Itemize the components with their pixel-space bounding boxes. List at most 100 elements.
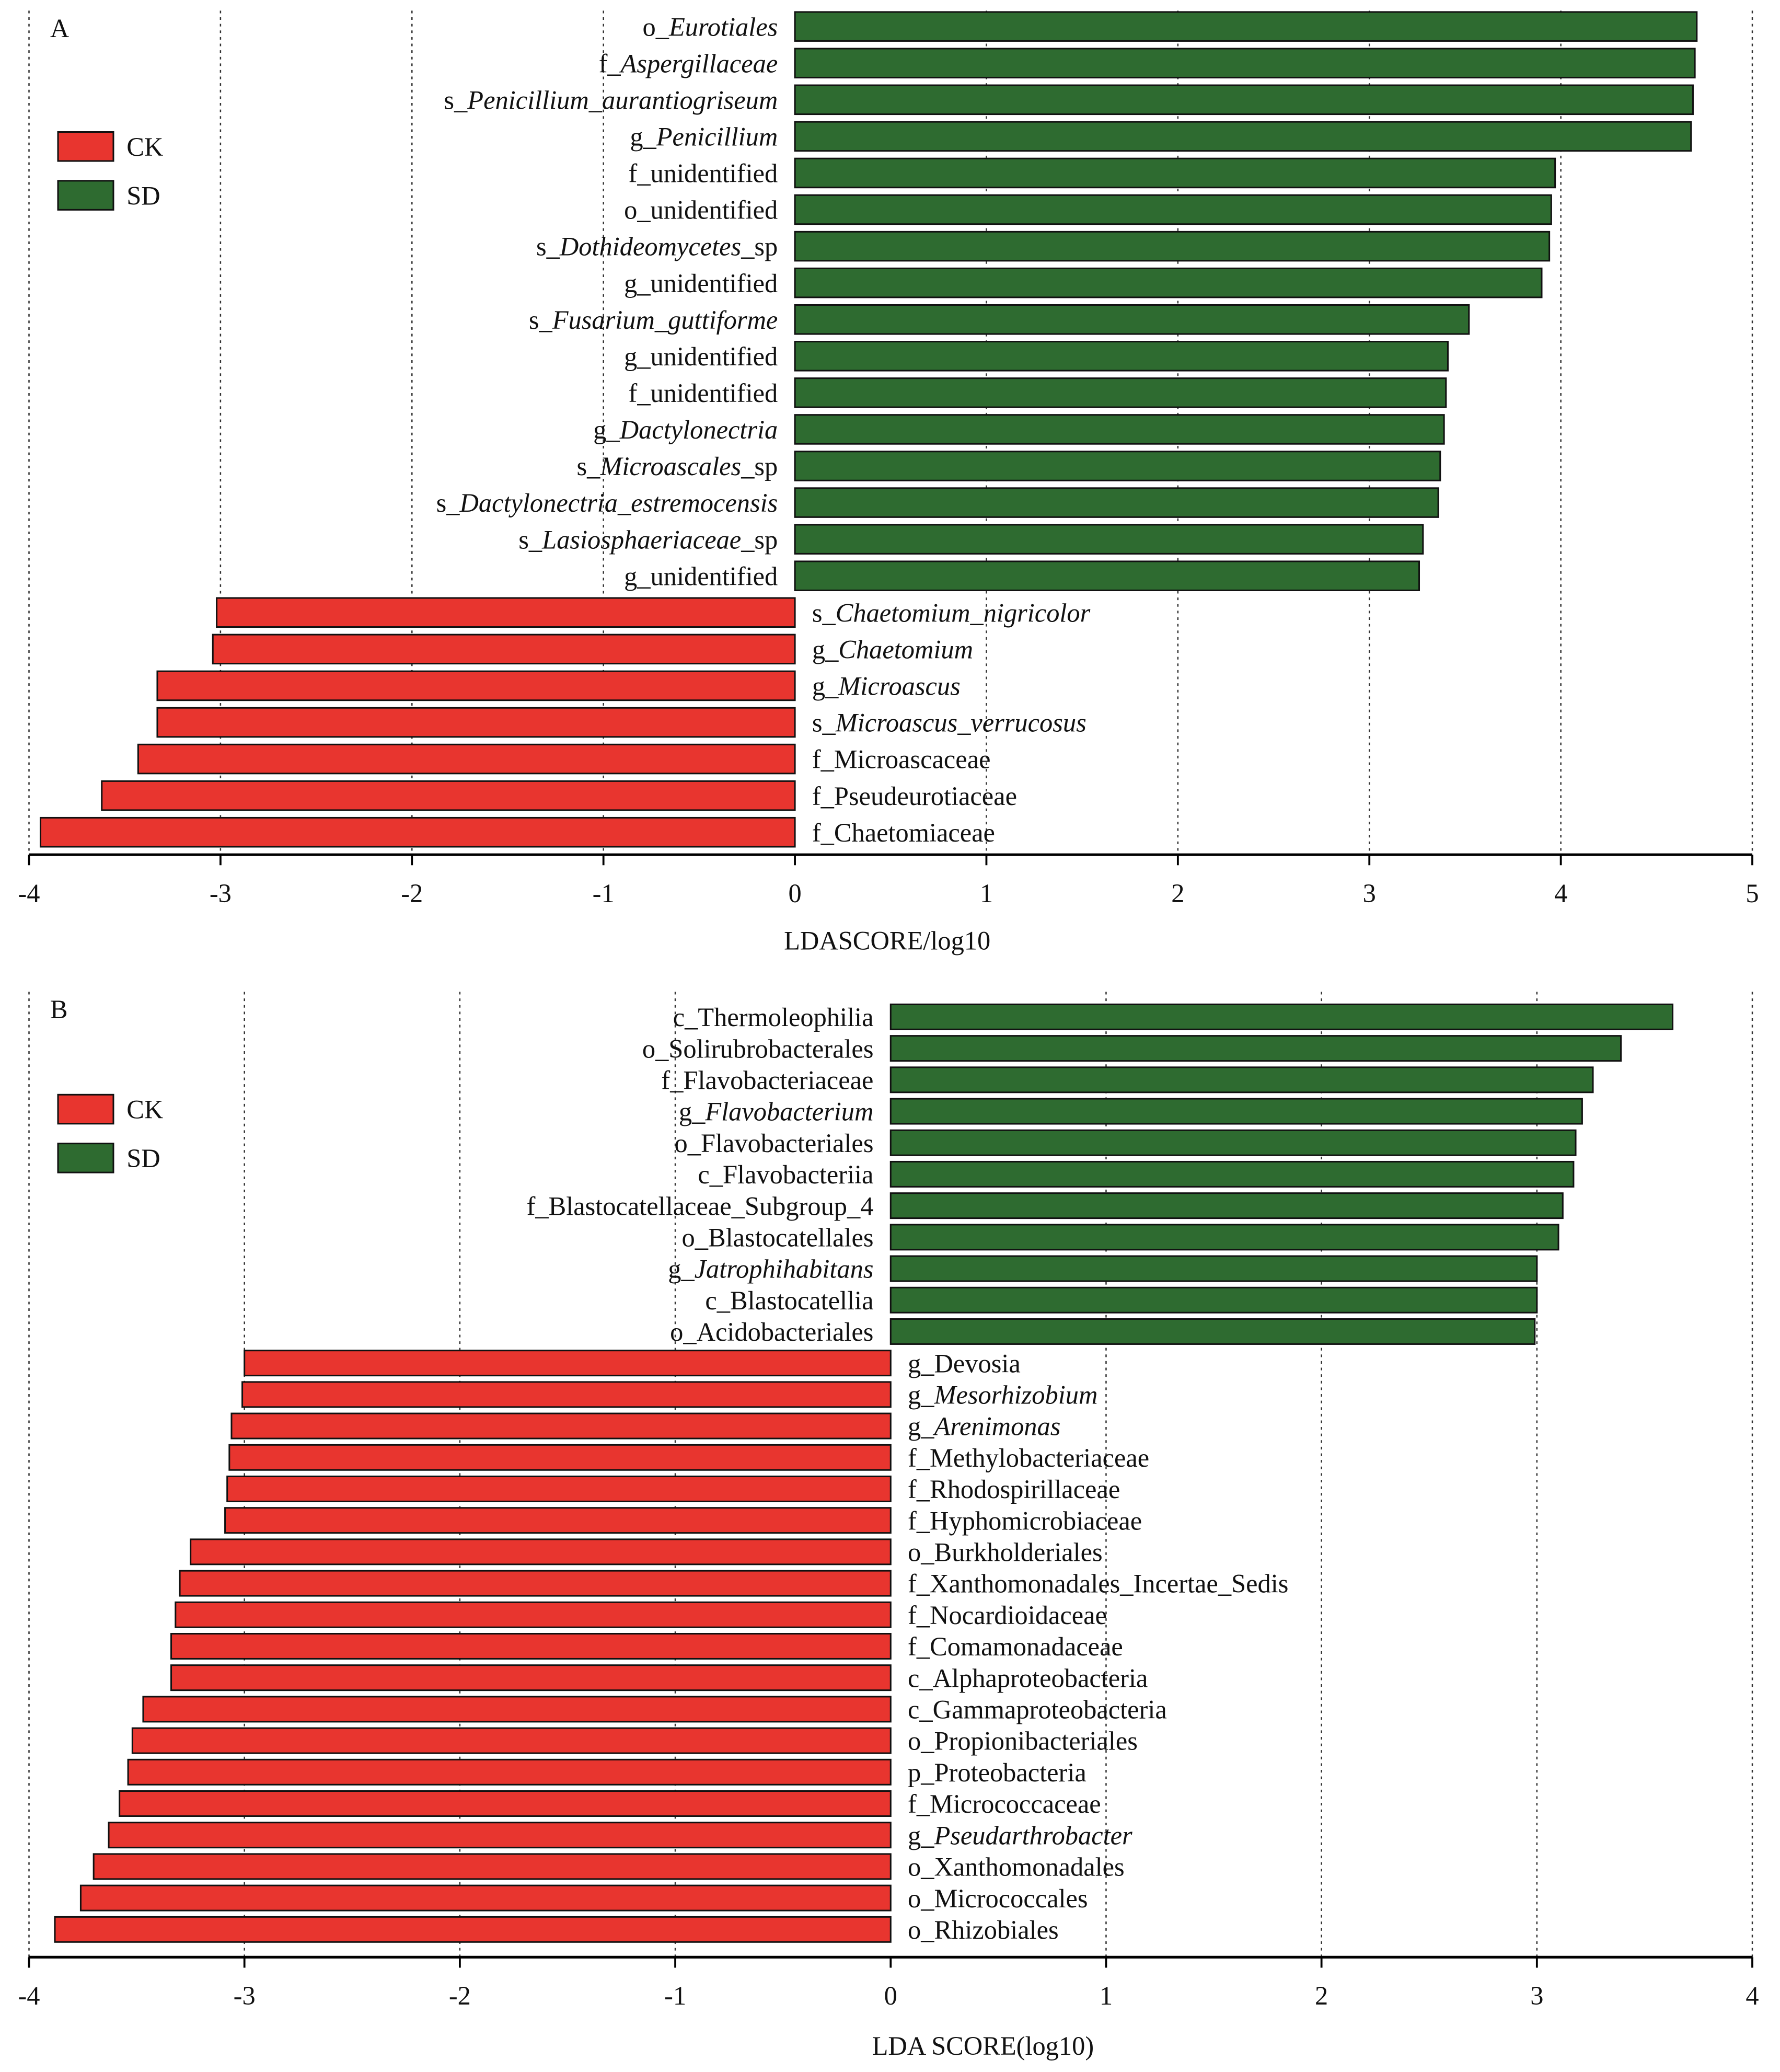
- x-axis-label: LDA SCORE(log10): [872, 2031, 1094, 2061]
- bar-label: g_Microascus: [812, 672, 961, 701]
- bar-label: f_unidentified: [629, 378, 778, 408]
- bar-ck: [244, 1350, 892, 1377]
- bar-label: g_Dactylonectria: [593, 415, 778, 444]
- label-prefix: f_Pseudeurotiaceae: [812, 781, 1017, 811]
- x-tick-label: -4: [18, 879, 40, 908]
- label-prefix: o_unidentified: [624, 195, 778, 225]
- label-prefix: f_Microascaceae: [812, 745, 991, 774]
- label-prefix: c_Thermoleophilia: [673, 1003, 874, 1032]
- bar-label: s_Dothideomycetes_sp: [536, 232, 778, 261]
- bar-label: o_Propionibacteriales: [908, 1726, 1138, 1756]
- bar-ck: [93, 1853, 892, 1880]
- bar-sd: [794, 377, 1447, 408]
- bar-sd: [889, 1255, 1538, 1282]
- bar-ck: [216, 597, 796, 628]
- bar-label: c_Flavobacteriia: [698, 1160, 873, 1189]
- bar-ck: [156, 670, 796, 701]
- label-prefix: o_Burkholderiales: [908, 1538, 1103, 1567]
- label-prefix: g_unidentified: [624, 561, 778, 591]
- label-prefix: s_: [436, 488, 460, 517]
- bar-sd: [794, 121, 1692, 152]
- label-prefix: g_: [593, 415, 620, 444]
- bar-ck: [224, 1507, 892, 1534]
- label-taxon: Penicillium: [656, 122, 778, 152]
- x-tick-label: 1: [980, 879, 993, 908]
- legend-swatch-ck: [57, 1093, 114, 1125]
- bar-sd: [794, 194, 1552, 225]
- bar-label: f_Nocardioidaceae: [908, 1601, 1107, 1630]
- bar-label: p_Proteobacteria: [908, 1758, 1087, 1787]
- label-prefix: g_unidentified: [624, 342, 778, 371]
- x-tick-label: -2: [401, 879, 423, 908]
- bar-ck: [101, 780, 796, 811]
- label-prefix: s_: [536, 232, 560, 261]
- legend-swatch-sd: [57, 180, 114, 211]
- label-prefix: s_: [444, 85, 468, 114]
- label-prefix: f_Nocardioidaceae: [908, 1601, 1107, 1630]
- label-prefix: f_: [599, 49, 621, 78]
- bar-label: o_Solirubrobacterales: [642, 1034, 874, 1063]
- x-tick-label: 0: [788, 879, 801, 908]
- label-prefix: f_Flavobacteriaceae: [661, 1065, 873, 1095]
- label-prefix: c_Blastocatellia: [705, 1286, 873, 1315]
- bar-sd: [794, 84, 1694, 116]
- label-prefix: o_Flavobacteriales: [675, 1129, 874, 1158]
- panel-a: o_Eurotialesf_Aspergillaceaes_Penicilliu…: [18, 10, 1759, 956]
- label-prefix: f_Methylobacteriaceae: [908, 1443, 1149, 1472]
- bar-label: g_Arenimonas: [908, 1412, 1060, 1441]
- label-prefix: o_Propionibacteriales: [908, 1726, 1138, 1756]
- bar-label: c_Blastocatellia: [705, 1286, 873, 1315]
- bar-label: s_Microascus_verrucosus: [812, 708, 1087, 738]
- bar-label: f_unidentified: [629, 159, 778, 188]
- x-tick-label: -1: [664, 1981, 686, 2010]
- bar-ck: [39, 816, 796, 848]
- bar-label: f_Blastocatellaceae_Subgroup_4: [527, 1191, 874, 1221]
- label-taxon: Jatrophihabitans: [695, 1254, 874, 1284]
- bar-label: g_Flavobacterium: [679, 1097, 874, 1126]
- label-prefix: s_: [812, 708, 836, 738]
- label-prefix: o_: [643, 12, 669, 41]
- bar-sd: [794, 451, 1441, 481]
- label-taxon: Dactylonectria_estremocensis: [459, 488, 778, 517]
- bar-sd: [794, 414, 1445, 445]
- bar-label: f_Methylobacteriaceae: [908, 1443, 1149, 1472]
- x-tick-label: 0: [884, 1981, 897, 2010]
- label-taxon: Chaetomium_nigricolor: [836, 598, 1091, 627]
- x-tick-label: -4: [18, 1981, 40, 2010]
- label-suffix: _sp: [741, 525, 778, 554]
- bar-label: s_Fusarium_guttiforme: [529, 305, 778, 335]
- label-prefix: c_Flavobacteriia: [698, 1160, 873, 1189]
- bar-ck: [79, 1884, 892, 1912]
- bar-label: g_Chaetomium: [812, 635, 973, 664]
- label-prefix: g_unidentified: [624, 269, 778, 298]
- label-taxon: Mesorhizobium: [933, 1380, 1097, 1410]
- label-prefix: g_: [668, 1254, 695, 1284]
- x-axis-label: LDASCORE/log10: [784, 926, 990, 956]
- label-prefix: g_: [908, 1821, 934, 1850]
- bar-label: f_Aspergillaceae: [599, 49, 778, 78]
- bar-sd: [794, 560, 1420, 591]
- label-taxon: Pseudarthrobacter: [933, 1821, 1132, 1850]
- bar-label: f_Xanthomonadales_Incertae_Sedis: [908, 1569, 1288, 1598]
- bar-sd: [794, 231, 1551, 262]
- label-prefix: o_Acidobacteriales: [670, 1317, 873, 1346]
- bar-label: g_Mesorhizobium: [908, 1380, 1097, 1410]
- bar-ck: [170, 1632, 892, 1660]
- bar-label: o_Micrococcales: [908, 1884, 1088, 1913]
- label-prefix: s_: [812, 598, 836, 627]
- label-taxon: Flavobacterium: [704, 1097, 873, 1126]
- label-prefix: g_: [908, 1412, 934, 1441]
- bar-sd: [889, 1160, 1575, 1188]
- label-prefix: p_Proteobacteria: [908, 1758, 1087, 1787]
- x-tick-label: 4: [1746, 1981, 1759, 2010]
- bar-ck: [170, 1664, 892, 1691]
- x-tick-label: -3: [210, 879, 232, 908]
- bar-label: g_unidentified: [624, 561, 778, 591]
- bar-label: f_Hyphomicrobiaceae: [908, 1506, 1142, 1535]
- x-tick-label: -1: [593, 879, 615, 908]
- label-taxon: Aspergillaceae: [619, 49, 778, 78]
- bar-ck: [127, 1758, 892, 1786]
- bar-label: s_Penicillium_aurantiogriseum: [444, 85, 778, 114]
- label-prefix: o_Micrococcales: [908, 1884, 1088, 1913]
